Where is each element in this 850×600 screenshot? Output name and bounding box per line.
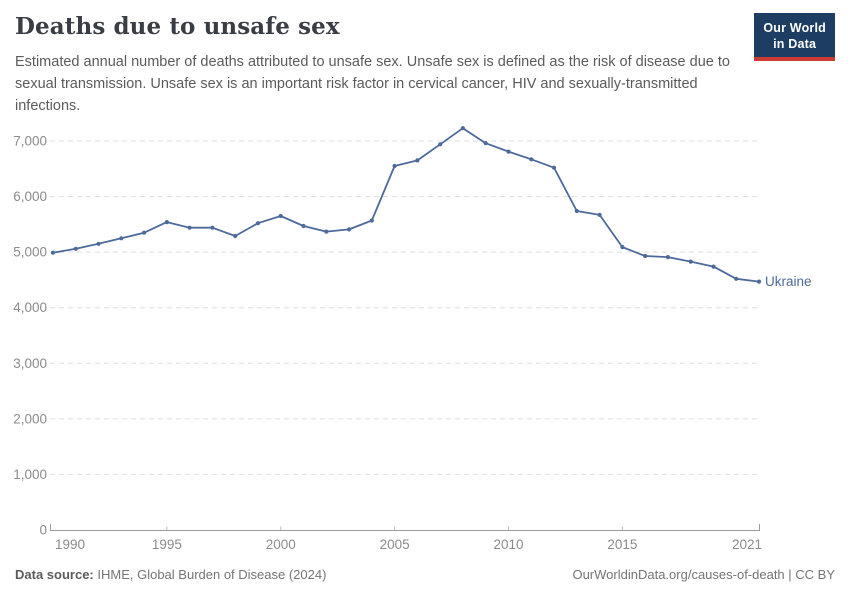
data-point-1993 [119, 236, 124, 241]
data-point-2013 [574, 208, 579, 214]
data-point-2004 [369, 218, 374, 223]
x-axis-tick-label: 2021 [732, 537, 762, 552]
x-axis-tick-label: 2005 [380, 537, 410, 552]
data-point-2021 [756, 279, 762, 284]
y-axis-tick-label: 0 [39, 523, 47, 538]
data-point-2020 [734, 276, 739, 281]
data-source-label: Data source: [15, 567, 94, 582]
data-point-1995 [164, 220, 169, 225]
data-source-text: IHME, Global Burden of Disease (2024) [97, 567, 327, 582]
series-line-ukraine [52, 127, 760, 283]
data-point-2016 [643, 253, 648, 259]
data-point-2002 [324, 229, 329, 234]
data-point-2019 [711, 264, 716, 269]
data-point-1992 [96, 241, 101, 246]
chart-header: Deaths due to unsafe sex Estimated annua… [15, 13, 835, 117]
page-title: Deaths due to unsafe sex [15, 13, 340, 40]
data-point-1999 [255, 221, 261, 226]
data-point-1991 [73, 246, 78, 251]
y-axis-tick-label: 6,000 [13, 189, 47, 204]
y-axis-tick-label: 2,000 [13, 411, 47, 426]
data-point-2015 [620, 245, 625, 250]
data-point-2003 [347, 227, 352, 232]
data-source: Data source: IHME, Global Burden of Dise… [15, 567, 326, 582]
x-axis-tick-label: 2000 [266, 537, 296, 552]
data-point-2018 [688, 259, 693, 264]
data-point-2008 [460, 126, 465, 131]
logo-line-1: Our World [763, 21, 826, 35]
data-point-2007 [438, 142, 443, 147]
y-axis-tick-label: 4,000 [13, 300, 47, 315]
x-axis-tick-label: 2015 [607, 537, 637, 552]
x-axis-tick-label: 1990 [55, 537, 85, 552]
logo-line-2: in Data [773, 37, 817, 51]
data-point-2009 [483, 141, 488, 146]
y-axis-tick-label: 7,000 [13, 134, 47, 149]
data-point-1998 [233, 233, 238, 239]
data-point-1997 [210, 225, 215, 230]
data-point-2005 [392, 163, 397, 169]
data-point-2006 [415, 158, 420, 163]
x-axis-tick-label: 1995 [152, 537, 182, 552]
data-point-1990 [50, 250, 56, 255]
y-axis-tick-label: 5,000 [13, 245, 47, 260]
chart-subtitle: Estimated annual number of deaths attrib… [15, 53, 730, 114]
x-axis-tick-label: 2010 [493, 537, 523, 552]
footer-credit[interactable]: OurWorldinData.org/causes-of-death | CC … [572, 567, 835, 582]
chart-footer: Data source: IHME, Global Burden of Dise… [15, 567, 835, 582]
data-point-1996 [187, 225, 192, 230]
data-point-2001 [301, 223, 306, 229]
data-point-2011 [529, 157, 534, 162]
data-point-2010 [506, 149, 511, 154]
owid-logo: Our World in Data [754, 13, 835, 61]
data-point-2017 [665, 255, 671, 260]
data-point-2000 [278, 213, 283, 219]
data-point-2012 [551, 165, 557, 170]
entity-label-ukraine[interactable]: Ukraine [765, 274, 812, 289]
y-axis-tick-label: 3,000 [13, 356, 47, 371]
y-axis-tick-label: 1,000 [13, 467, 47, 482]
data-point-2014 [597, 212, 602, 217]
data-point-1994 [142, 230, 147, 235]
